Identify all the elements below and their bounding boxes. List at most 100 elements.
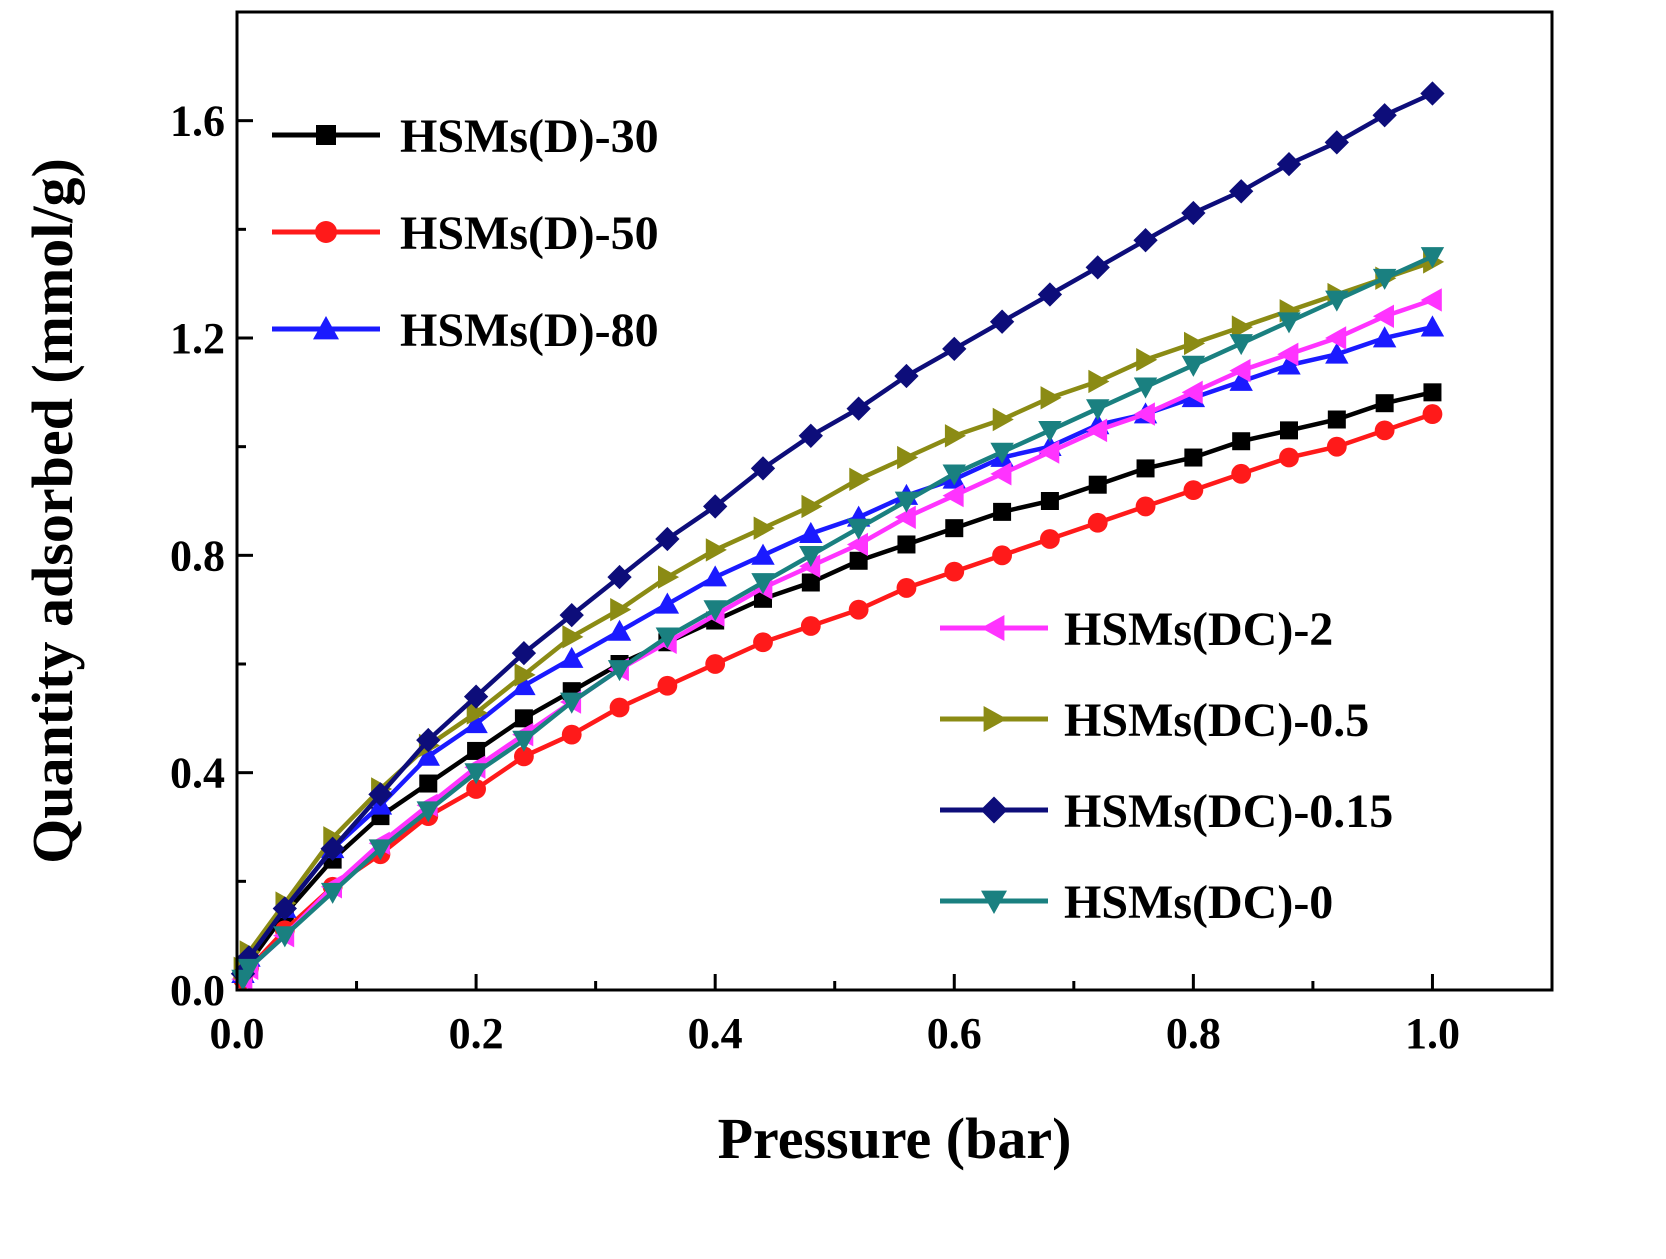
data-point-hsms-dc-0-15 bbox=[1276, 151, 1302, 177]
data-point-hsms-d-80 bbox=[1325, 342, 1349, 364]
data-point-hsms-d-50 bbox=[1326, 436, 1347, 457]
data-point-hsms-dc-0-5 bbox=[610, 597, 632, 622]
x-tick-label: 0.2 bbox=[449, 1009, 504, 1058]
data-point-hsms-dc-0-5 bbox=[897, 445, 919, 470]
data-point-hsms-dc-0-15 bbox=[655, 526, 680, 552]
x-tick-label: 1.0 bbox=[1405, 1009, 1460, 1058]
data-point-hsms-dc-0-15 bbox=[1229, 179, 1254, 204]
x-tick-label: 0.0 bbox=[210, 1009, 265, 1058]
x-tick-label: 0.8 bbox=[1166, 1009, 1221, 1058]
data-point-hsms-dc-0-5 bbox=[562, 625, 584, 649]
data-point-hsms-dc-0-15 bbox=[703, 494, 728, 519]
data-point-hsms-d-80 bbox=[655, 592, 680, 614]
data-point-hsms-d-30 bbox=[1040, 492, 1059, 510]
data-point-hsms-dc-0-15 bbox=[798, 423, 823, 448]
data-point-hsms-dc-0 bbox=[1038, 421, 1062, 443]
data-point-hsms-d-50 bbox=[992, 545, 1012, 566]
data-point-hsms-dc-2 bbox=[799, 554, 821, 578]
data-point-hsms-dc-0-5 bbox=[801, 494, 823, 519]
x-axis-title: Pressure (bar) bbox=[718, 1106, 1072, 1171]
data-point-hsms-dc-2 bbox=[1277, 342, 1299, 366]
data-point-hsms-dc-0-15 bbox=[1181, 200, 1206, 226]
data-point-hsms-dc-0-5 bbox=[849, 467, 871, 491]
data-point-hsms-dc-0-5 bbox=[705, 538, 727, 562]
data-point-hsms-dc-0-15 bbox=[607, 564, 632, 590]
legend-entry-hsms-dc-0: HSMs(DC)-0 bbox=[940, 876, 1333, 929]
legend-entry-hsms-d-30: HSMs(D)-30 bbox=[272, 110, 659, 163]
data-point-hsms-dc-2 bbox=[1420, 288, 1442, 312]
data-point-hsms-d-80 bbox=[416, 744, 440, 766]
data-point-hsms-d-80 bbox=[560, 646, 584, 668]
data-point-hsms-dc-0-15 bbox=[1133, 228, 1158, 253]
legend-bottom-right: HSMs(DC)-2 HSMs(DC)-0.5 HSMs(DC)-0.15 HSMs(… bbox=[940, 603, 1393, 929]
data-point-hsms-dc-0-15 bbox=[511, 640, 537, 666]
data-point-hsms-dc-0-15 bbox=[368, 782, 393, 807]
data-point-hsms-d-80 bbox=[1420, 315, 1445, 337]
data-point-hsms-dc-0-5 bbox=[944, 424, 966, 448]
data-point-hsms-dc-0 bbox=[655, 627, 680, 649]
legend-label: HSMs(DC)-2 bbox=[1064, 603, 1333, 656]
legend-marker bbox=[983, 706, 1007, 732]
data-point-hsms-d-30 bbox=[1184, 448, 1203, 467]
data-point-hsms-dc-2 bbox=[1038, 440, 1060, 464]
data-point-hsms-dc-0-15 bbox=[894, 363, 919, 389]
data-point-hsms-dc-0-15 bbox=[1324, 130, 1349, 155]
data-point-hsms-dc-0-15 bbox=[320, 836, 345, 861]
legend-label: HSMs(D)-80 bbox=[400, 304, 659, 357]
data-point-hsms-d-80 bbox=[799, 521, 823, 543]
data-point-hsms-d-50 bbox=[514, 746, 534, 767]
data-point-hsms-dc-0 bbox=[1325, 290, 1349, 312]
data-point-hsms-dc-0-5 bbox=[1231, 315, 1253, 339]
data-point-hsms-d-30 bbox=[1327, 410, 1346, 429]
data-point-hsms-dc-0-15 bbox=[846, 396, 871, 421]
data-point-hsms-d-50 bbox=[944, 561, 965, 582]
data-point-hsms-dc-2 bbox=[990, 462, 1012, 486]
data-point-hsms-dc-2 bbox=[1181, 380, 1203, 405]
data-point-hsms-dc-0-15 bbox=[272, 896, 297, 921]
data-point-hsms-dc-0 bbox=[846, 518, 871, 540]
data-point-hsms-d-30 bbox=[1280, 421, 1298, 440]
data-point-hsms-d-30 bbox=[1136, 459, 1155, 478]
axes-group: 0.0 0.2 0.4 0.6 0.8 1.0 0.0 0.4 0.8 1.2 1.6 bbox=[170, 10, 1554, 1058]
data-point-hsms-d-30 bbox=[801, 573, 820, 592]
data-point-hsms-d-30 bbox=[1423, 383, 1442, 402]
data-point-hsms-dc-0-15 bbox=[559, 602, 584, 628]
legend-entry-hsms-dc-0-15: HSMs(DC)-0.15 bbox=[940, 785, 1393, 838]
data-point-hsms-d-80 bbox=[751, 543, 775, 565]
data-point-hsms-d-50 bbox=[1422, 404, 1443, 424]
data-point-hsms-dc-2 bbox=[942, 483, 964, 508]
data-point-hsms-d-50 bbox=[896, 578, 917, 598]
y-axis-title: Quantity adsorbed (mmol/g) bbox=[20, 158, 85, 864]
data-point-hsms-dc-0 bbox=[799, 545, 823, 568]
legend-marker bbox=[981, 615, 1005, 641]
data-point-hsms-dc-2 bbox=[846, 532, 868, 557]
x-tick-label: 0.4 bbox=[688, 1009, 743, 1058]
legend-marker bbox=[981, 890, 1007, 914]
data-point-hsms-d-50 bbox=[753, 632, 773, 653]
data-point-hsms-d-50 bbox=[848, 599, 869, 620]
legend-label: HSMs(D)-50 bbox=[400, 207, 659, 260]
data-point-hsms-dc-0 bbox=[751, 573, 775, 595]
data-point-hsms-d-50 bbox=[466, 779, 486, 799]
plot-frame bbox=[235, 10, 1554, 992]
data-point-hsms-dc-0-5 bbox=[1088, 369, 1110, 394]
legend-marker bbox=[316, 125, 336, 145]
data-point-hsms-d-50 bbox=[609, 697, 630, 718]
legend-group: HSMs(D)-30 HSMs(D)-50 HSMs(D)-80 HSMs(DC)-2… bbox=[272, 110, 1393, 929]
data-point-hsms-d-80 bbox=[1229, 369, 1253, 391]
data-point-hsms-d-30 bbox=[993, 502, 1012, 521]
y-tick-label: 1.2 bbox=[170, 314, 225, 363]
data-point-hsms-dc-2 bbox=[1325, 326, 1347, 350]
data-point-hsms-dc-0 bbox=[512, 730, 536, 752]
data-point-hsms-dc-0-15 bbox=[1420, 81, 1445, 106]
data-point-hsms-d-50 bbox=[1374, 420, 1395, 441]
data-point-hsms-dc-0 bbox=[320, 882, 345, 904]
data-point-hsms-d-80 bbox=[1372, 326, 1397, 348]
data-point-hsms-dc-2 bbox=[1372, 304, 1394, 328]
data-point-hsms-dc-0-15 bbox=[989, 309, 1015, 334]
legend-marker bbox=[980, 796, 1008, 824]
data-point-hsms-d-30 bbox=[514, 709, 533, 728]
data-point-hsms-dc-0-15 bbox=[750, 456, 776, 481]
data-point-hsms-dc-0-5 bbox=[1184, 331, 1206, 356]
data-point-hsms-d-50 bbox=[1279, 447, 1299, 468]
